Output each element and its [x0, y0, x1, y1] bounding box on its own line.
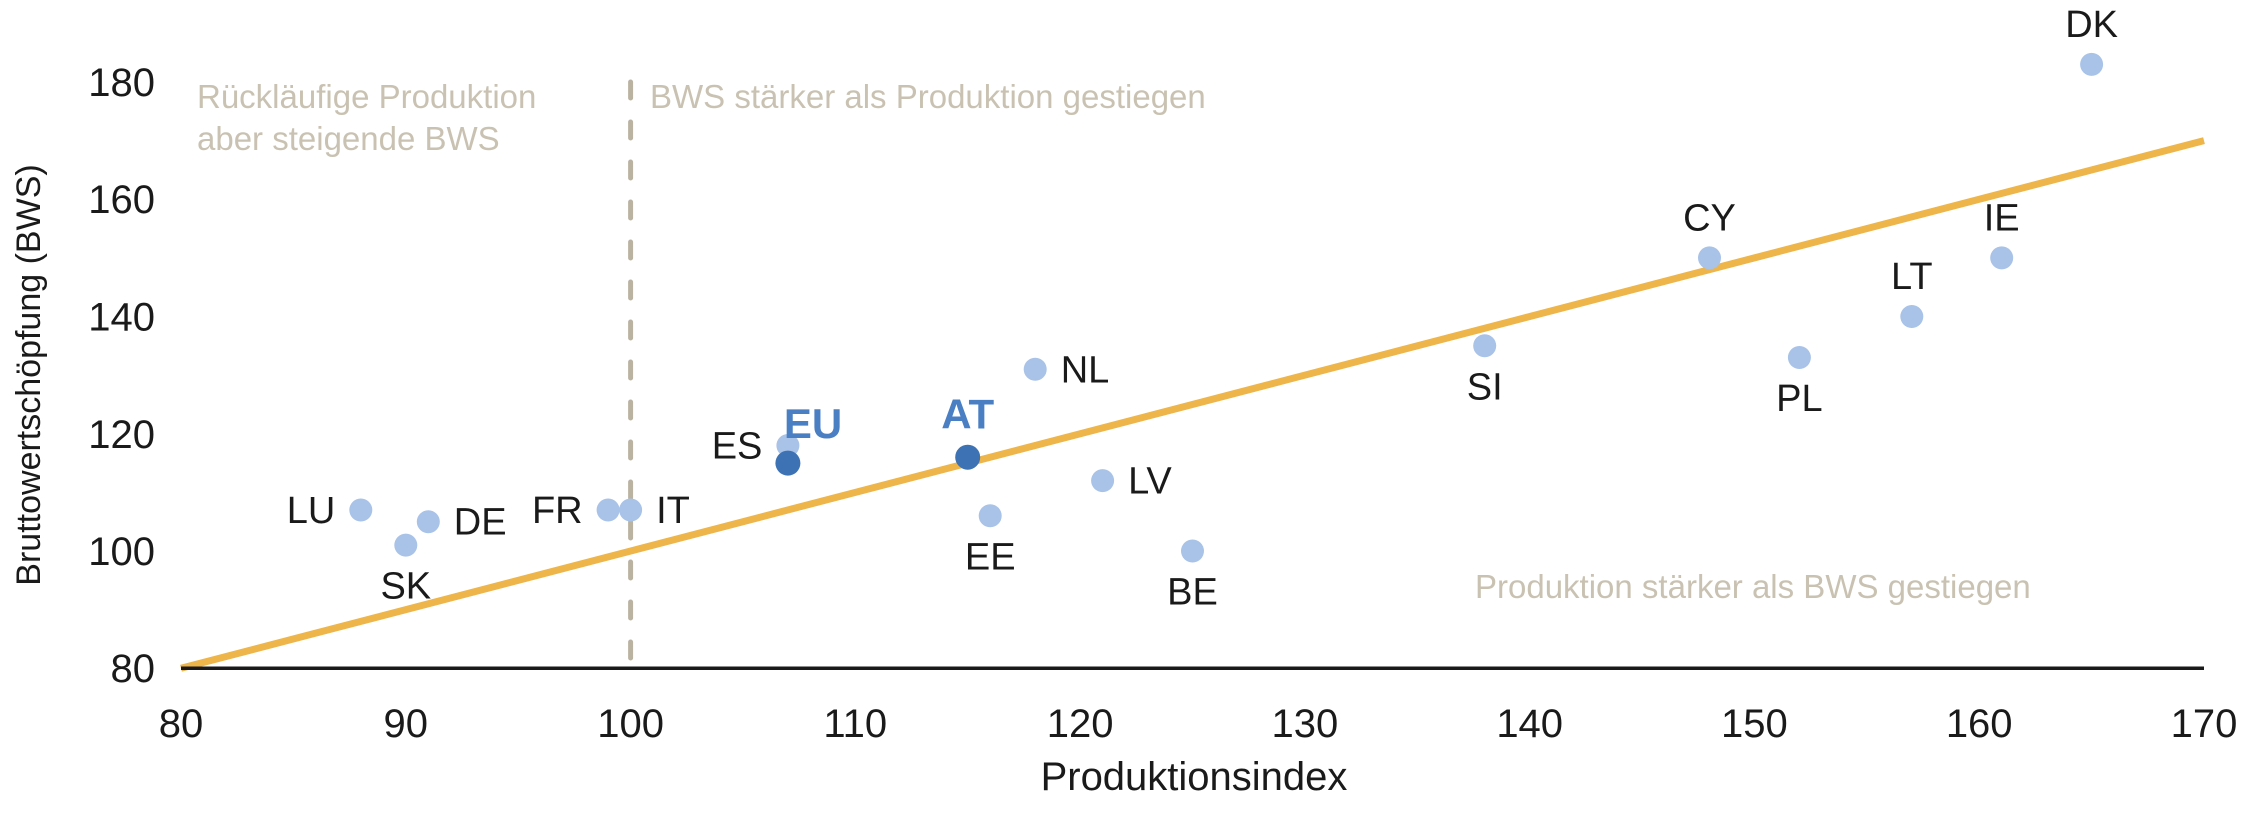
svg-text:120: 120 [88, 413, 155, 457]
svg-text:Produktion stärker als BWS ges: Produktion stärker als BWS gestiegen [1475, 568, 2031, 605]
svg-text:Rückläufige Produktion: Rückläufige Produktion [197, 78, 536, 115]
svg-text:140: 140 [1496, 702, 1563, 746]
svg-text:170: 170 [2171, 702, 2238, 746]
svg-text:160: 160 [1946, 702, 2013, 746]
svg-text:CY: CY [1683, 197, 1736, 239]
svg-text:EU: EU [784, 400, 842, 447]
svg-text:150: 150 [1721, 702, 1788, 746]
svg-text:DE: DE [454, 502, 507, 544]
svg-text:IE: IE [1984, 197, 2020, 239]
svg-text:160: 160 [88, 178, 155, 222]
svg-text:130: 130 [1272, 702, 1339, 746]
svg-text:FR: FR [532, 490, 583, 532]
svg-text:LV: LV [1128, 461, 1172, 503]
svg-text:ES: ES [712, 426, 763, 468]
svg-text:SK: SK [380, 566, 431, 608]
svg-text:BE: BE [1167, 572, 1218, 614]
svg-text:DK: DK [2065, 4, 2118, 46]
svg-text:LT: LT [1891, 256, 1933, 298]
svg-text:Bruttowertschöpfung (BWS): Bruttowertschöpfung (BWS) [10, 164, 48, 585]
svg-text:NL: NL [1061, 349, 1110, 391]
svg-text:80: 80 [159, 702, 204, 746]
svg-text:90: 90 [384, 702, 429, 746]
svg-text:100: 100 [597, 702, 664, 746]
svg-text:IT: IT [656, 490, 690, 532]
svg-text:LU: LU [287, 490, 336, 532]
svg-text:80: 80 [111, 647, 156, 691]
svg-text:140: 140 [88, 296, 155, 340]
svg-text:BWS stärker als Produktion ges: BWS stärker als Produktion gestiegen [650, 78, 1206, 115]
svg-text:180: 180 [88, 61, 155, 105]
svg-text:Produktionsindex: Produktionsindex [1041, 755, 1348, 799]
svg-text:PL: PL [1776, 378, 1822, 420]
svg-text:AT: AT [941, 391, 994, 438]
svg-text:EE: EE [965, 536, 1016, 578]
svg-text:aber steigende BWS: aber steigende BWS [197, 120, 500, 157]
svg-text:SI: SI [1467, 366, 1503, 408]
svg-text:110: 110 [823, 702, 887, 746]
svg-text:120: 120 [1047, 702, 1114, 746]
svg-text:100: 100 [88, 530, 155, 574]
